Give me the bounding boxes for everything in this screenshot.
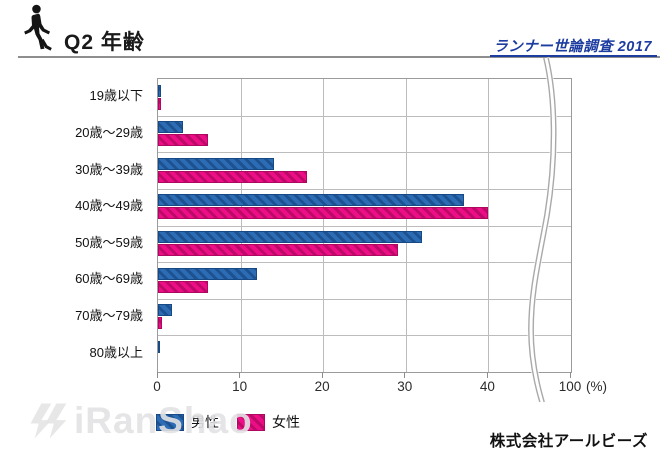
x-tick-20-label: 20 bbox=[314, 379, 330, 394]
bar-女性-19歳以下 bbox=[158, 97, 162, 110]
legend-swatch-男性 bbox=[156, 413, 184, 431]
gridline-row-7 bbox=[158, 335, 571, 337]
category-label-1: 20歳〜29歳 bbox=[75, 124, 143, 140]
category-label-4: 50歳〜59歳 bbox=[75, 234, 143, 250]
bar-男性-80歳以上 bbox=[158, 340, 160, 353]
category-label-3: 40歳〜49歳 bbox=[75, 198, 143, 214]
legend-item-男性: 男性 bbox=[156, 412, 219, 432]
x-tick-0-label: 0 bbox=[153, 379, 161, 394]
x-tick-30-label: 30 bbox=[397, 379, 413, 394]
axis-break-icon bbox=[527, 57, 558, 403]
legend-item-女性: 女性 bbox=[237, 412, 300, 432]
runner-icon bbox=[24, 4, 52, 51]
legend: 男性 女性 bbox=[156, 412, 318, 432]
legend-label-女性: 女性 bbox=[272, 414, 300, 430]
header-divider-accent bbox=[490, 54, 657, 57]
legend-label-男性: 男性 bbox=[191, 414, 219, 430]
gridline-row-2 bbox=[158, 152, 571, 154]
bar-女性-50歳〜59歳 bbox=[158, 244, 398, 256]
gridline-row-4 bbox=[158, 225, 571, 227]
category-label-0: 19歳以下 bbox=[89, 88, 143, 104]
bar-女性-70歳〜79歳 bbox=[158, 317, 163, 330]
category-label-6: 70歳〜79歳 bbox=[75, 308, 143, 324]
company-name: 株式会社アールビーズ bbox=[489, 433, 648, 450]
category-label-7: 80歳以上 bbox=[89, 344, 143, 360]
bar-女性-30歳〜39歳 bbox=[158, 170, 307, 183]
header-divider bbox=[18, 56, 660, 58]
category-label-2: 30歳〜39歳 bbox=[75, 161, 143, 177]
bar-女性-40歳〜49歳 bbox=[158, 207, 489, 220]
survey-title: ランナー世論調査 2017 bbox=[493, 39, 652, 55]
bar-男性-50歳〜59歳 bbox=[158, 231, 423, 243]
gridline-row-3 bbox=[158, 188, 571, 190]
legend-swatch-女性 bbox=[237, 413, 265, 431]
bar-女性-60歳〜69歳 bbox=[158, 280, 208, 293]
bar-男性-70歳〜79歳 bbox=[158, 304, 173, 317]
page-title: Q2 年齢 bbox=[64, 31, 145, 54]
age-bar-chart-plot bbox=[157, 78, 572, 373]
gridline-row-6 bbox=[158, 298, 571, 300]
x-axis-unit-label: (%) bbox=[586, 379, 607, 394]
bar-男性-30歳〜39歳 bbox=[158, 157, 274, 170]
gridline-row-5 bbox=[158, 262, 571, 264]
x-tick-40-label: 40 bbox=[479, 379, 495, 394]
bar-男性-40歳〜49歳 bbox=[158, 194, 464, 207]
bar-女性-20歳〜29歳 bbox=[158, 134, 208, 147]
bar-男性-20歳〜29歳 bbox=[158, 121, 183, 134]
x-tick-10-label: 10 bbox=[232, 379, 248, 394]
gridline-row-1 bbox=[158, 115, 571, 117]
bar-男性-60歳〜69歳 bbox=[158, 267, 258, 280]
bar-男性-19歳以下 bbox=[158, 84, 162, 97]
category-label-5: 60歳〜69歳 bbox=[75, 271, 143, 287]
watermark-logo-icon bbox=[30, 403, 67, 439]
category-axis: 19歳以下 20歳〜29歳 30歳〜39歳 40歳〜49歳 50歳〜59歳 60歳〜69歳… bbox=[0, 78, 150, 371]
